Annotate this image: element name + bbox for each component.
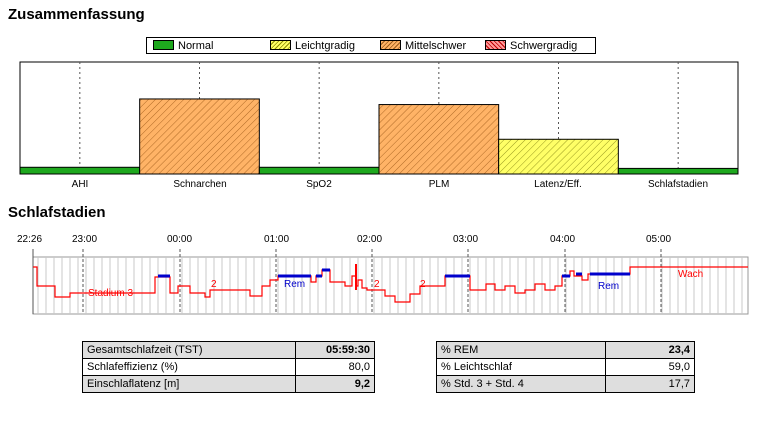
- stat-value: 80,0: [295, 358, 375, 376]
- table-row: Gesamtschlafzeit (TST) 05:59:30: [82, 341, 375, 359]
- stat-value: 17,7: [605, 375, 695, 393]
- time-tick-label: 00:00: [167, 234, 193, 245]
- time-tick-label: 01:00: [264, 234, 290, 245]
- stat-value: 05:59:30: [295, 341, 375, 359]
- time-tick-label: 05:00: [646, 234, 672, 245]
- category-label: Schnarchen: [173, 179, 227, 190]
- stat-label: % REM: [436, 341, 606, 359]
- rem-segments: [158, 268, 630, 278]
- stat-label: Einschlaflatenz [m]: [82, 375, 296, 393]
- time-tick-label: 02:00: [357, 234, 383, 245]
- stage-label-2: 2: [374, 279, 380, 290]
- start-time-label: 22:26: [17, 234, 43, 245]
- stats-table-left: Gesamtschlafzeit (TST) 05:59:30 Schlafef…: [82, 341, 375, 393]
- table-row: Schlafeffizienz (%) 80,0: [82, 358, 375, 376]
- legend-item-leichtgradig: Leichtgradig: [270, 39, 355, 53]
- table-row: % Std. 3 + Std. 4 17,7: [436, 375, 695, 393]
- category-label: Latenz/Eff.: [534, 179, 582, 190]
- table-row: % Leichtschlaf 59,0: [436, 358, 695, 376]
- leichtgradig-swatch: [270, 40, 291, 50]
- category-label: PLM: [428, 179, 450, 190]
- stat-label: Schlafeffizienz (%): [82, 358, 296, 376]
- stat-value: 59,0: [605, 358, 695, 376]
- legend-label: Normal: [178, 40, 214, 52]
- table-row: Einschlaflatenz [m] 9,2: [82, 375, 375, 393]
- stat-value: 9,2: [295, 375, 375, 393]
- stat-label: % Leichtschlaf: [436, 358, 606, 376]
- hypnogram-chart: [32, 249, 749, 315]
- time-tick-label: 04:00: [550, 234, 576, 245]
- legend-item-schwergradig: Schwergradig: [485, 39, 577, 53]
- legend-item-mittelschwer: Mittelschwer: [380, 39, 466, 53]
- stage-label-2: 2: [211, 279, 217, 290]
- legend: Normal Leichtgradig Mittelschwer Schwerg…: [146, 37, 596, 54]
- stage-label-stadium3: Stadium 3: [88, 288, 134, 299]
- time-tick-label: 23:00: [72, 234, 98, 245]
- legend-item-normal: Normal: [153, 39, 213, 53]
- category-label: Schlafstadien: [647, 179, 709, 190]
- stat-label: % Std. 3 + Std. 4: [436, 375, 606, 393]
- legend-label: Mittelschwer: [405, 40, 467, 52]
- schwergradig-swatch: [485, 40, 506, 50]
- legend-label: Schwergradig: [510, 40, 578, 52]
- table-row: % REM 23,4: [436, 341, 695, 359]
- bar-latenz-eff-: [498, 138, 619, 175]
- category-label: AHI: [71, 179, 89, 190]
- hypnogram-title: Schlafstadien: [8, 204, 106, 221]
- summary-title: Zusammenfassung: [8, 6, 145, 23]
- bar-schnarchen: [139, 98, 260, 175]
- legend-label: Leichtgradig: [295, 40, 355, 52]
- stat-label: Gesamtschlafzeit (TST): [82, 341, 296, 359]
- mittelschwer-swatch: [380, 40, 401, 50]
- normal-swatch: [153, 40, 174, 50]
- hypnogram-nrem-line: [33, 266, 748, 303]
- stage-label-wach: Wach: [678, 269, 704, 280]
- stat-value: 23,4: [605, 341, 695, 359]
- stats-table-right: % REM 23,4 % Leichtschlaf 59,0 % Std. 3 …: [436, 341, 695, 393]
- category-label: SpO2: [306, 179, 332, 190]
- time-tick-label: 03:00: [453, 234, 479, 245]
- stage-label-rem: Rem: [598, 281, 620, 292]
- bar-plm: [378, 104, 500, 175]
- stage-label-2: 2: [420, 279, 426, 290]
- stage-label-rem: Rem: [284, 279, 306, 290]
- summary-bar-chart: [19, 61, 739, 175]
- bar-schlafstadien: [617, 167, 739, 175]
